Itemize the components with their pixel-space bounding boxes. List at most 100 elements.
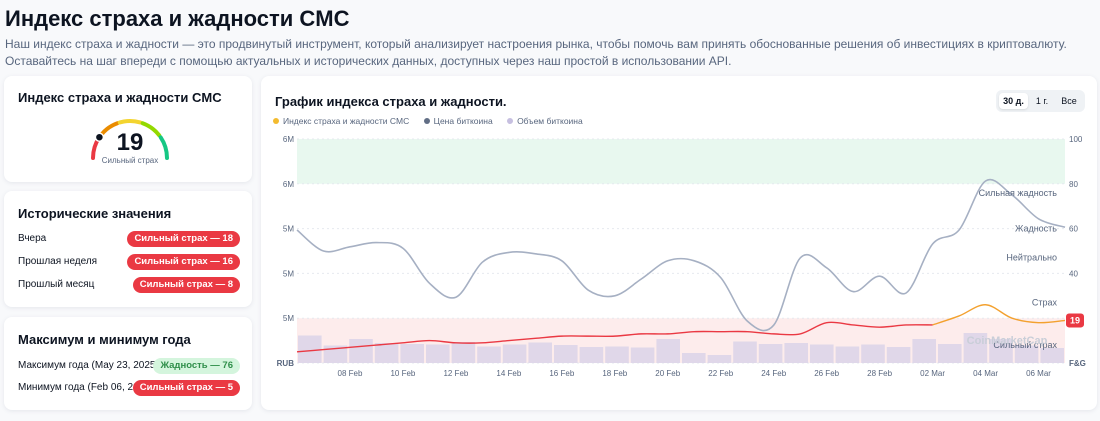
x-axis-tick: 04 Mar: [973, 369, 998, 378]
page-title: Индекс страха и жадности CMC: [5, 6, 350, 31]
volume-bar: [810, 344, 834, 363]
index-line-recent: [932, 304, 1066, 326]
volume-bar: [477, 346, 501, 363]
year-min-badge: Сильный страх — 5: [132, 380, 240, 396]
volume-bar: [682, 353, 706, 363]
price-line: [296, 178, 1066, 332]
x-axis-tick: 18 Feb: [602, 369, 627, 378]
zone-label: Сильная жадность: [979, 188, 1058, 198]
index-line-fear: [296, 321, 933, 353]
zone-label: Сильный страх: [993, 340, 1057, 350]
fear-greed-gauge: [91, 119, 169, 160]
historical-row-label: Прошлая неделя: [18, 256, 98, 267]
x-axis-tick: 10 Feb: [390, 369, 415, 378]
historical-title: Исторические значения: [18, 206, 172, 221]
year-max-label: Максимум года (May 23, 2025): [18, 360, 159, 371]
gauge-card-title: Индекс страха и жадности CMC: [18, 90, 222, 105]
volume-bar: [579, 347, 604, 363]
legend-index[interactable]: Индекс страха и жадности CMC: [273, 116, 409, 126]
gauge-indicator: [94, 132, 105, 142]
volume-bar: [426, 344, 450, 363]
legend-price-label: Цена биткоина: [433, 116, 493, 126]
gauge-segment-3: [140, 121, 162, 138]
right-axis-tick: 80: [1069, 180, 1078, 189]
year-max-min-title: Максимум и минимум года: [18, 332, 191, 347]
x-axis-tick: 28 Feb: [867, 369, 892, 378]
volume-bar: [502, 344, 527, 363]
legend-dot-icon: [273, 118, 279, 124]
tab-30d[interactable]: 30 д.: [999, 93, 1028, 109]
volume-bar: [963, 333, 988, 363]
volume-bar: [656, 339, 680, 363]
left-axis-title: RUB: [277, 359, 295, 368]
left-axis-tick: 6M: [283, 135, 294, 144]
volume-bar: [861, 344, 885, 363]
historical-row-yesterday: Вчера Сильный страх — 18: [18, 231, 240, 247]
legend-dot-icon: [423, 118, 430, 124]
historical-row-last-week: Прошлая неделя Сильный страх — 16: [18, 254, 240, 270]
volume-bar: [707, 355, 732, 363]
zone-label: Страх: [1032, 298, 1058, 308]
range-tabs: 30 д. 1 г. Все: [996, 90, 1085, 112]
volume-bar: [630, 347, 655, 363]
right-axis-tick: 100: [1069, 135, 1083, 144]
gauge-segment-2: [117, 119, 143, 125]
volume-bar: [758, 344, 783, 363]
right-axis-tick: 40: [1069, 269, 1078, 278]
x-axis-tick: 12 Feb: [443, 369, 468, 378]
volume-bar: [605, 346, 629, 363]
year-min-row: Минимум года (Feb 06, 2026) Сильный стра…: [18, 380, 240, 396]
year-min-label: Минимум года (Feb 06, 2026): [18, 382, 154, 393]
year-max-row: Максимум года (May 23, 2025) Жадность — …: [18, 358, 240, 374]
volume-bar: [938, 344, 962, 363]
year-max-badge: Жадность — 76: [153, 358, 240, 374]
gauge-label: Сильный страх: [101, 156, 159, 165]
left-axis-tick: 5M: [283, 225, 294, 234]
gauge-segment-4: [158, 135, 169, 160]
volume-bar: [784, 343, 808, 363]
historical-row-last-month: Прошлый месяц Сильный страх — 8: [18, 277, 240, 293]
x-axis-tick: 22 Feb: [708, 369, 733, 378]
legend-price[interactable]: Цена биткоина: [423, 116, 493, 126]
historical-row-label: Прошлый месяц: [18, 279, 95, 290]
volume-bar: [298, 335, 322, 363]
volume-bar: [374, 343, 399, 363]
historical-values-card: Исторические значения Вчера Сильный стра…: [4, 191, 252, 307]
x-axis-tick: 26 Feb: [814, 369, 839, 378]
volume-bar: [989, 339, 1013, 363]
page-description: Наш индекс страха и жадности — это продв…: [5, 37, 1067, 68]
tab-all[interactable]: Все: [1061, 96, 1077, 106]
watermark: CoinMarketCap: [967, 335, 1048, 347]
zone-label: Жадность: [1015, 224, 1057, 234]
legend-volume[interactable]: Объем биткоина: [507, 116, 583, 126]
x-axis-tick: 06 Mar: [1026, 369, 1051, 378]
right-axis-title: F&G: [1069, 359, 1086, 368]
historical-row-badge: Сильный страх — 18: [127, 231, 240, 247]
x-axis-tick: 02 Mar: [920, 369, 945, 378]
x-axis-tick: 14 Feb: [496, 369, 521, 378]
volume-bar: [912, 339, 936, 363]
volume-bar: [400, 344, 424, 363]
x-axis-tick: 20 Feb: [655, 369, 680, 378]
right-axis-tick: 60: [1069, 225, 1078, 234]
legend-index-label: Индекс страха и жадности CMC: [283, 116, 410, 126]
left-axis-tick: 5M: [283, 314, 294, 323]
tab-1y[interactable]: 1 г.: [1035, 96, 1049, 106]
volume-bar: [1014, 345, 1039, 363]
volume-bar: [1040, 348, 1064, 363]
historical-row-label: Вчера: [18, 233, 47, 244]
gauge-value: 19: [116, 129, 144, 156]
volume-bar: [528, 342, 552, 363]
historical-row-badge: Сильный страх — 8: [132, 277, 240, 293]
left-axis-tick: 6M: [283, 180, 294, 189]
year-max-min-card: Максимум и минимум года Максимум года (M…: [4, 317, 252, 410]
x-axis-tick: 08 Feb: [338, 369, 363, 378]
x-axis-tick: 16 Feb: [549, 369, 574, 378]
volume-bar: [733, 341, 757, 363]
volume-bar: [554, 345, 578, 363]
current-value-text: 19: [1070, 315, 1080, 325]
volume-bar: [323, 345, 348, 363]
historical-row-badge: Сильный страх — 16: [127, 254, 240, 270]
chart-legend: Индекс страха и жадности CMC Цена биткои…: [273, 116, 595, 126]
